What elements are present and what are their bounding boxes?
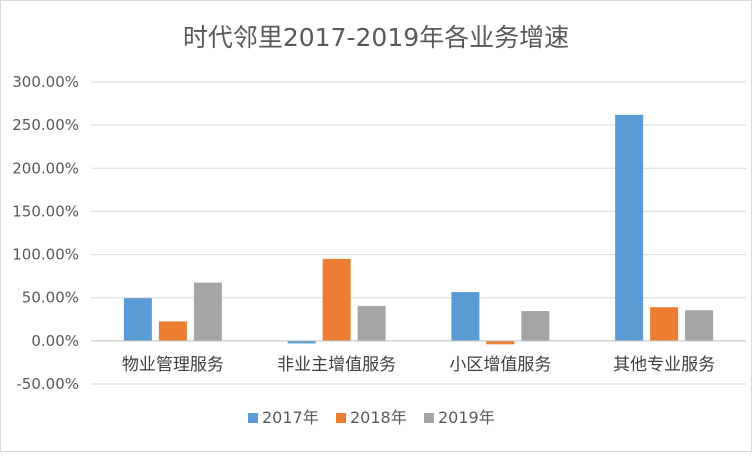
bar-2018年-小区增值服务 — [486, 340, 515, 345]
x-category-label: 物业管理服务 — [122, 355, 224, 375]
y-tick-label: 100.00% — [12, 246, 79, 264]
bar-2019年-非业主增值服务 — [357, 305, 386, 341]
x-category-label: 其他专业服务 — [613, 355, 715, 375]
legend-swatch — [424, 413, 434, 423]
chart-title: 时代邻里2017-2019年各业务增速 — [183, 23, 569, 52]
y-tick-label: 150.00% — [12, 202, 79, 220]
y-tick-label: -50.00% — [16, 375, 79, 393]
y-axis-tick-labels: 300.00% 250.00% 200.00% 150.00% 100.00% 50.00… — [12, 73, 79, 393]
x-axis-category-labels: 物业管理服务 非业主增值服务 小区增值服务 其他专业服务 — [122, 355, 715, 375]
bar-2017年-其他专业服务 — [615, 114, 644, 341]
legend-label: 2018年 — [350, 408, 407, 427]
legend-label: 2017年 — [262, 408, 319, 427]
bar-2019年-其他专业服务 — [685, 310, 714, 341]
y-tick-label: 200.00% — [12, 159, 79, 177]
bar-2018年-物业管理服务 — [158, 321, 187, 341]
bar-2017年-小区增值服务 — [451, 292, 480, 341]
bar-2017年-非业主增值服务 — [287, 340, 316, 344]
y-tick-label: 50.00% — [22, 289, 79, 307]
bar-2019年-小区增值服务 — [521, 311, 550, 341]
bar-2019年-物业管理服务 — [193, 282, 222, 341]
bars — [123, 114, 714, 345]
legend-swatch — [248, 413, 258, 423]
bar-2018年-其他专业服务 — [650, 307, 679, 341]
x-category-label: 非业主增值服务 — [277, 355, 396, 375]
bar-2017年-物业管理服务 — [123, 298, 152, 341]
y-tick-label: 0.00% — [31, 332, 79, 350]
y-tick-label: 250.00% — [12, 116, 79, 134]
legend-label: 2019年 — [438, 408, 495, 427]
bar-2018年-非业主增值服务 — [322, 258, 351, 341]
x-category-label: 小区增值服务 — [449, 355, 551, 375]
legend-swatch — [336, 413, 346, 423]
legend: 2017年 2018年 2019年 — [248, 408, 495, 427]
y-tick-label: 300.00% — [12, 73, 79, 91]
gridlines — [91, 81, 746, 385]
